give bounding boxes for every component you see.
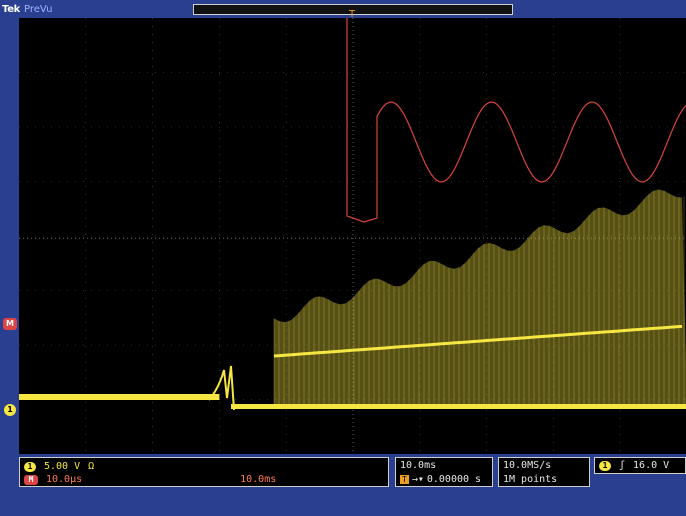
trigger-delay-icon: T xyxy=(400,475,409,484)
record-length: 1M points xyxy=(503,474,558,485)
record-view-bar[interactable] xyxy=(193,4,513,15)
arrow-icon: →▾ xyxy=(411,474,424,485)
timebase-value: 10.0ms xyxy=(400,460,437,471)
graticule-grid xyxy=(19,18,686,454)
sample-rate: 10.0MS/s xyxy=(503,460,552,471)
waveform-display[interactable] xyxy=(19,18,686,454)
ch1-waveform xyxy=(19,189,686,411)
trigger-source-badge: 1 xyxy=(599,460,611,471)
channel-readout-panel[interactable]: 1 5.00 V Ω M 10.0µs 10.0ms xyxy=(19,457,389,487)
ch1-coupling-icon: Ω xyxy=(88,461,95,472)
trigger-level: 16.0 V xyxy=(633,460,670,471)
waveform-graticule xyxy=(19,18,686,454)
rising-edge-icon: ʃ xyxy=(619,460,626,471)
acquisition-readout-panel[interactable]: 10.0MS/s 1M points xyxy=(498,457,590,487)
trigger-readout-panel[interactable]: 1 ʃ 16.0 V xyxy=(594,457,686,474)
top-status-bar: Tek PreVu xyxy=(0,0,686,18)
readout-bar: 1 5.00 V Ω M 10.0µs 10.0ms 10.0ms T →▾ 0… xyxy=(0,454,686,516)
math-scale: 10.0µs xyxy=(46,474,83,485)
ch1-ground-marker[interactable]: 1 xyxy=(4,404,16,416)
left-marker-strip xyxy=(0,18,19,454)
math-readout-row[interactable]: M 10.0µs 10.0ms xyxy=(24,473,276,486)
trigger-delay-value: 0.00000 s xyxy=(426,474,482,485)
trigger-marker-label: T xyxy=(348,9,356,20)
math-ground-marker[interactable]: M xyxy=(3,318,17,330)
ch1-readout-row[interactable]: 1 5.00 V Ω xyxy=(24,460,94,473)
math-time: 10.0ms xyxy=(240,474,277,485)
trigger-delay-row: T →▾ 0.00000 s xyxy=(400,474,481,485)
ch1-scale: 5.00 V xyxy=(44,461,81,472)
acquisition-mode: PreVu xyxy=(24,3,53,15)
math-waveform xyxy=(346,18,686,223)
math-badge: M xyxy=(24,474,38,485)
timebase-readout-panel[interactable]: 10.0ms T →▾ 0.00000 s xyxy=(395,457,493,487)
brand-logo: Tek xyxy=(2,3,21,15)
trigger-readout-row: 1 ʃ 16.0 V xyxy=(599,460,669,471)
trigger-position-marker[interactable]: T xyxy=(347,10,357,30)
brand: Tek PreVu xyxy=(2,2,52,16)
ch1-badge: 1 xyxy=(24,461,36,472)
